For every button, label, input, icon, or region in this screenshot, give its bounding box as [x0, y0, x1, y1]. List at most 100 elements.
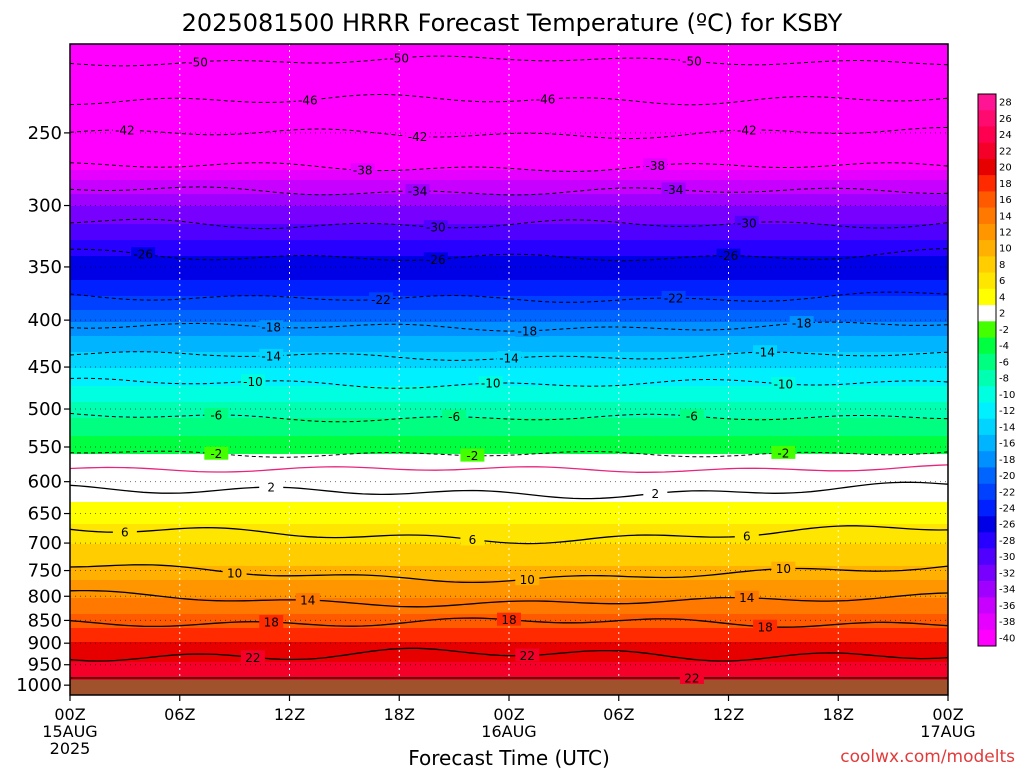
contour-label: -30 — [426, 221, 446, 235]
contour-label-bg — [295, 93, 320, 107]
temperature-band — [70, 306, 948, 309]
contour-label-bg — [259, 348, 284, 362]
y-tick-label: 750 — [28, 561, 62, 582]
temperature-band — [70, 190, 948, 193]
temperature-band — [70, 126, 948, 129]
contour-label-bg — [734, 215, 759, 229]
temperature-band — [70, 112, 948, 115]
temperature-band — [70, 628, 948, 631]
contour-label-bg — [789, 316, 814, 330]
temperature-band — [70, 154, 948, 157]
temperature-band — [70, 280, 948, 283]
temperature-band — [70, 156, 948, 159]
temperature-band — [70, 132, 948, 135]
temperature-band — [70, 406, 948, 409]
temperature-band — [70, 282, 948, 285]
contour-label: -50 — [682, 55, 702, 69]
temperature-band — [70, 336, 948, 339]
isotherm-line — [69, 464, 949, 473]
colorbar-swatch — [978, 564, 996, 582]
contour-label: -18 — [517, 324, 537, 338]
temperature-band — [70, 322, 948, 325]
temperature-band — [70, 88, 948, 91]
colorbar-swatch — [978, 353, 996, 371]
contour-label: 18 — [264, 616, 279, 630]
contour-label: -42 — [737, 123, 757, 137]
temperature-band — [70, 346, 948, 349]
contour-label: 6 — [743, 530, 751, 544]
y-tick-label: 250 — [28, 123, 62, 144]
temperature-band — [70, 364, 948, 367]
temperature-band — [70, 276, 948, 279]
contour-label-bg — [204, 446, 229, 460]
temperature-band — [70, 576, 948, 579]
temperature-band — [70, 144, 948, 147]
temperature-band — [70, 102, 948, 105]
temperature-band — [70, 324, 948, 327]
x-tick-label: 12Z — [713, 705, 744, 724]
x-tick-date-label: 2025 — [50, 739, 91, 758]
contour-label-bg — [405, 184, 430, 198]
temperature-band — [70, 148, 948, 151]
colorbar-swatch — [978, 321, 996, 338]
contour-label: -26 — [133, 248, 153, 262]
temperature-band — [70, 180, 948, 183]
contour-label-bg — [460, 448, 485, 462]
temperature-band — [70, 310, 948, 313]
temperature-band — [70, 52, 948, 55]
temperature-band — [70, 184, 948, 187]
x-tick-label: 00Z — [54, 705, 85, 724]
y-tick-label: 550 — [28, 437, 62, 458]
temperature-band — [70, 670, 948, 673]
temperature-band — [70, 334, 948, 337]
temperature-band — [70, 220, 948, 223]
temperature-band — [70, 438, 948, 441]
contour-label: -18 — [792, 317, 812, 331]
temperature-band — [70, 538, 948, 541]
temperature-band — [70, 246, 948, 249]
temperature-band — [70, 454, 948, 457]
temperature-band — [70, 72, 948, 75]
y-tick-label: 450 — [28, 357, 62, 378]
temperature-band — [70, 106, 948, 109]
contour-label: -14 — [755, 346, 775, 360]
pressure-axis: 2503003504004505005506006507007508008509… — [16, 123, 70, 696]
colorbar-swatch — [978, 467, 996, 484]
temperature-band — [70, 136, 948, 139]
contour-label: -50 — [188, 55, 208, 69]
temperature-band — [70, 96, 948, 99]
temperature-band — [70, 120, 948, 123]
contour-label: -38 — [646, 159, 666, 173]
contour-label: -34 — [664, 183, 684, 197]
temperature-band — [70, 192, 948, 195]
temperature-band — [70, 298, 948, 301]
temperature-band — [70, 502, 948, 505]
temperature-band — [70, 54, 948, 57]
temperature-band — [70, 562, 948, 565]
contour-label: 18 — [757, 620, 772, 634]
temperature-band — [70, 214, 948, 217]
temperature-band — [70, 238, 948, 241]
temperature-band — [70, 202, 948, 205]
colorbar-label: -30 — [999, 552, 1015, 563]
isotherm-contours: -50 -50 -50 -46 -46 -42 -42 -42 -38 -38 -34 -34 -30 -… — [69, 50, 949, 686]
y-tick-label: 900 — [28, 633, 62, 654]
temperature-band — [70, 634, 948, 637]
y-tick-label: 850 — [28, 610, 62, 631]
temperature-band — [70, 492, 948, 495]
y-tick-label: 650 — [28, 504, 62, 525]
temperature-band — [70, 672, 948, 675]
contour-label: -6 — [448, 410, 460, 424]
contour-label: -6 — [686, 410, 698, 424]
temperature-band — [70, 142, 948, 145]
temperature-band — [70, 540, 948, 543]
temperature-band — [70, 592, 948, 595]
colorbar-swatch — [978, 223, 996, 241]
temperature-band — [70, 388, 948, 391]
contour-label-bg — [460, 532, 485, 546]
temperature-band — [70, 648, 948, 651]
colorbar-swatch — [978, 532, 996, 549]
contour-label-bg — [661, 182, 686, 196]
temperature-band — [70, 198, 948, 201]
temperature-band — [70, 286, 948, 289]
